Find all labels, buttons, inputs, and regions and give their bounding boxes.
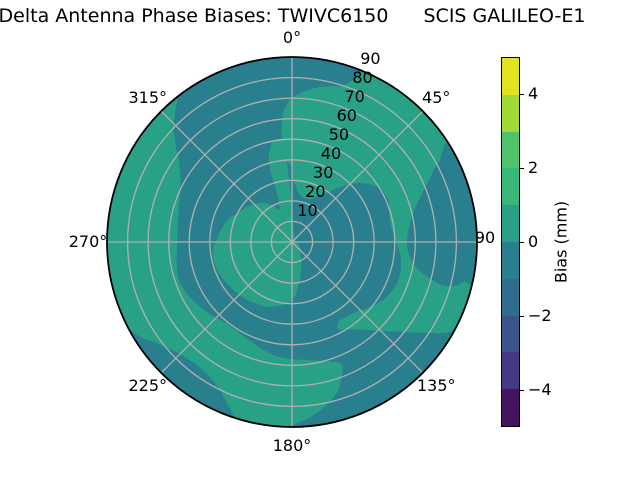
radial-tick-label-80: 80 <box>352 67 373 87</box>
contour-region-negative-inclusion-east <box>406 143 477 286</box>
colorbar-segment-7 <box>502 315 519 353</box>
angular-tick-label-0: 0° <box>282 28 302 47</box>
radial-tick-label-60: 60 <box>336 105 357 125</box>
colorbar-segment-1 <box>502 94 519 132</box>
colorbar-tick-label--2: −2 <box>528 306 552 325</box>
angular-tick-label-135: 135° <box>416 376 456 396</box>
colorbar-tick-mark <box>520 316 524 317</box>
colorbar-segment-5 <box>502 241 519 279</box>
colorbar-tick-label-4: 4 <box>528 84 539 103</box>
radial-tick-label-50: 50 <box>328 124 350 144</box>
radial-tick-label-10: 10 <box>297 200 318 220</box>
contour-region-positive-band-west-south <box>107 98 343 427</box>
colorbar-tick-mark <box>520 390 524 391</box>
title-main: Delta Antenna Phase Biases: TWIVC6150 <box>0 5 389 27</box>
angular-gridline <box>291 241 424 374</box>
colorbar-segment-9 <box>502 389 519 426</box>
colorbar <box>501 57 520 427</box>
colorbar-tick-label--4: −4 <box>528 380 552 399</box>
polar-outline <box>106 56 478 428</box>
colorbar-tick-label-0: 0 <box>528 232 539 251</box>
colorbar-segment-0 <box>502 58 519 95</box>
angular-tick-label-90: 90 <box>474 228 496 247</box>
colorbar-tick-mark <box>520 168 524 169</box>
angular-gridline <box>160 241 293 374</box>
radial-tick-label-70: 70 <box>344 86 365 106</box>
colorbar-segment-2 <box>502 131 519 169</box>
title-sub: SCIS GALILEO-E1 <box>423 5 586 27</box>
radial-tick-label-30: 30 <box>313 162 334 182</box>
colorbar-tick-mark <box>520 242 524 243</box>
colorbar-segment-6 <box>502 278 519 316</box>
colorbar-segment-8 <box>502 352 519 390</box>
angular-tick-label-45: 45° <box>422 87 451 107</box>
radial-tick-label-40: 40 <box>320 143 342 163</box>
colorbar-axis-label: Bias (mm) <box>551 200 571 284</box>
radial-tick-label-90: 90 <box>360 48 381 68</box>
angular-gridline <box>291 110 424 243</box>
angular-tick-label-270: 270° <box>68 232 108 251</box>
angular-tick-label-315: 315° <box>128 87 168 107</box>
angular-tick-label-180: 180° <box>272 436 312 455</box>
colorbar-tick-mark <box>520 94 524 95</box>
colorbar-segment-4 <box>502 205 519 242</box>
radial-tick-label-20: 20 <box>305 181 326 201</box>
colorbar-segment-3 <box>502 168 519 206</box>
colorbar-tick-label-2: 2 <box>528 158 539 177</box>
angular-gridline <box>160 110 293 243</box>
angular-tick-label-225: 225° <box>128 376 168 396</box>
figure-title: Delta Antenna Phase Biases: TWIVC6150 SCI… <box>0 5 585 28</box>
